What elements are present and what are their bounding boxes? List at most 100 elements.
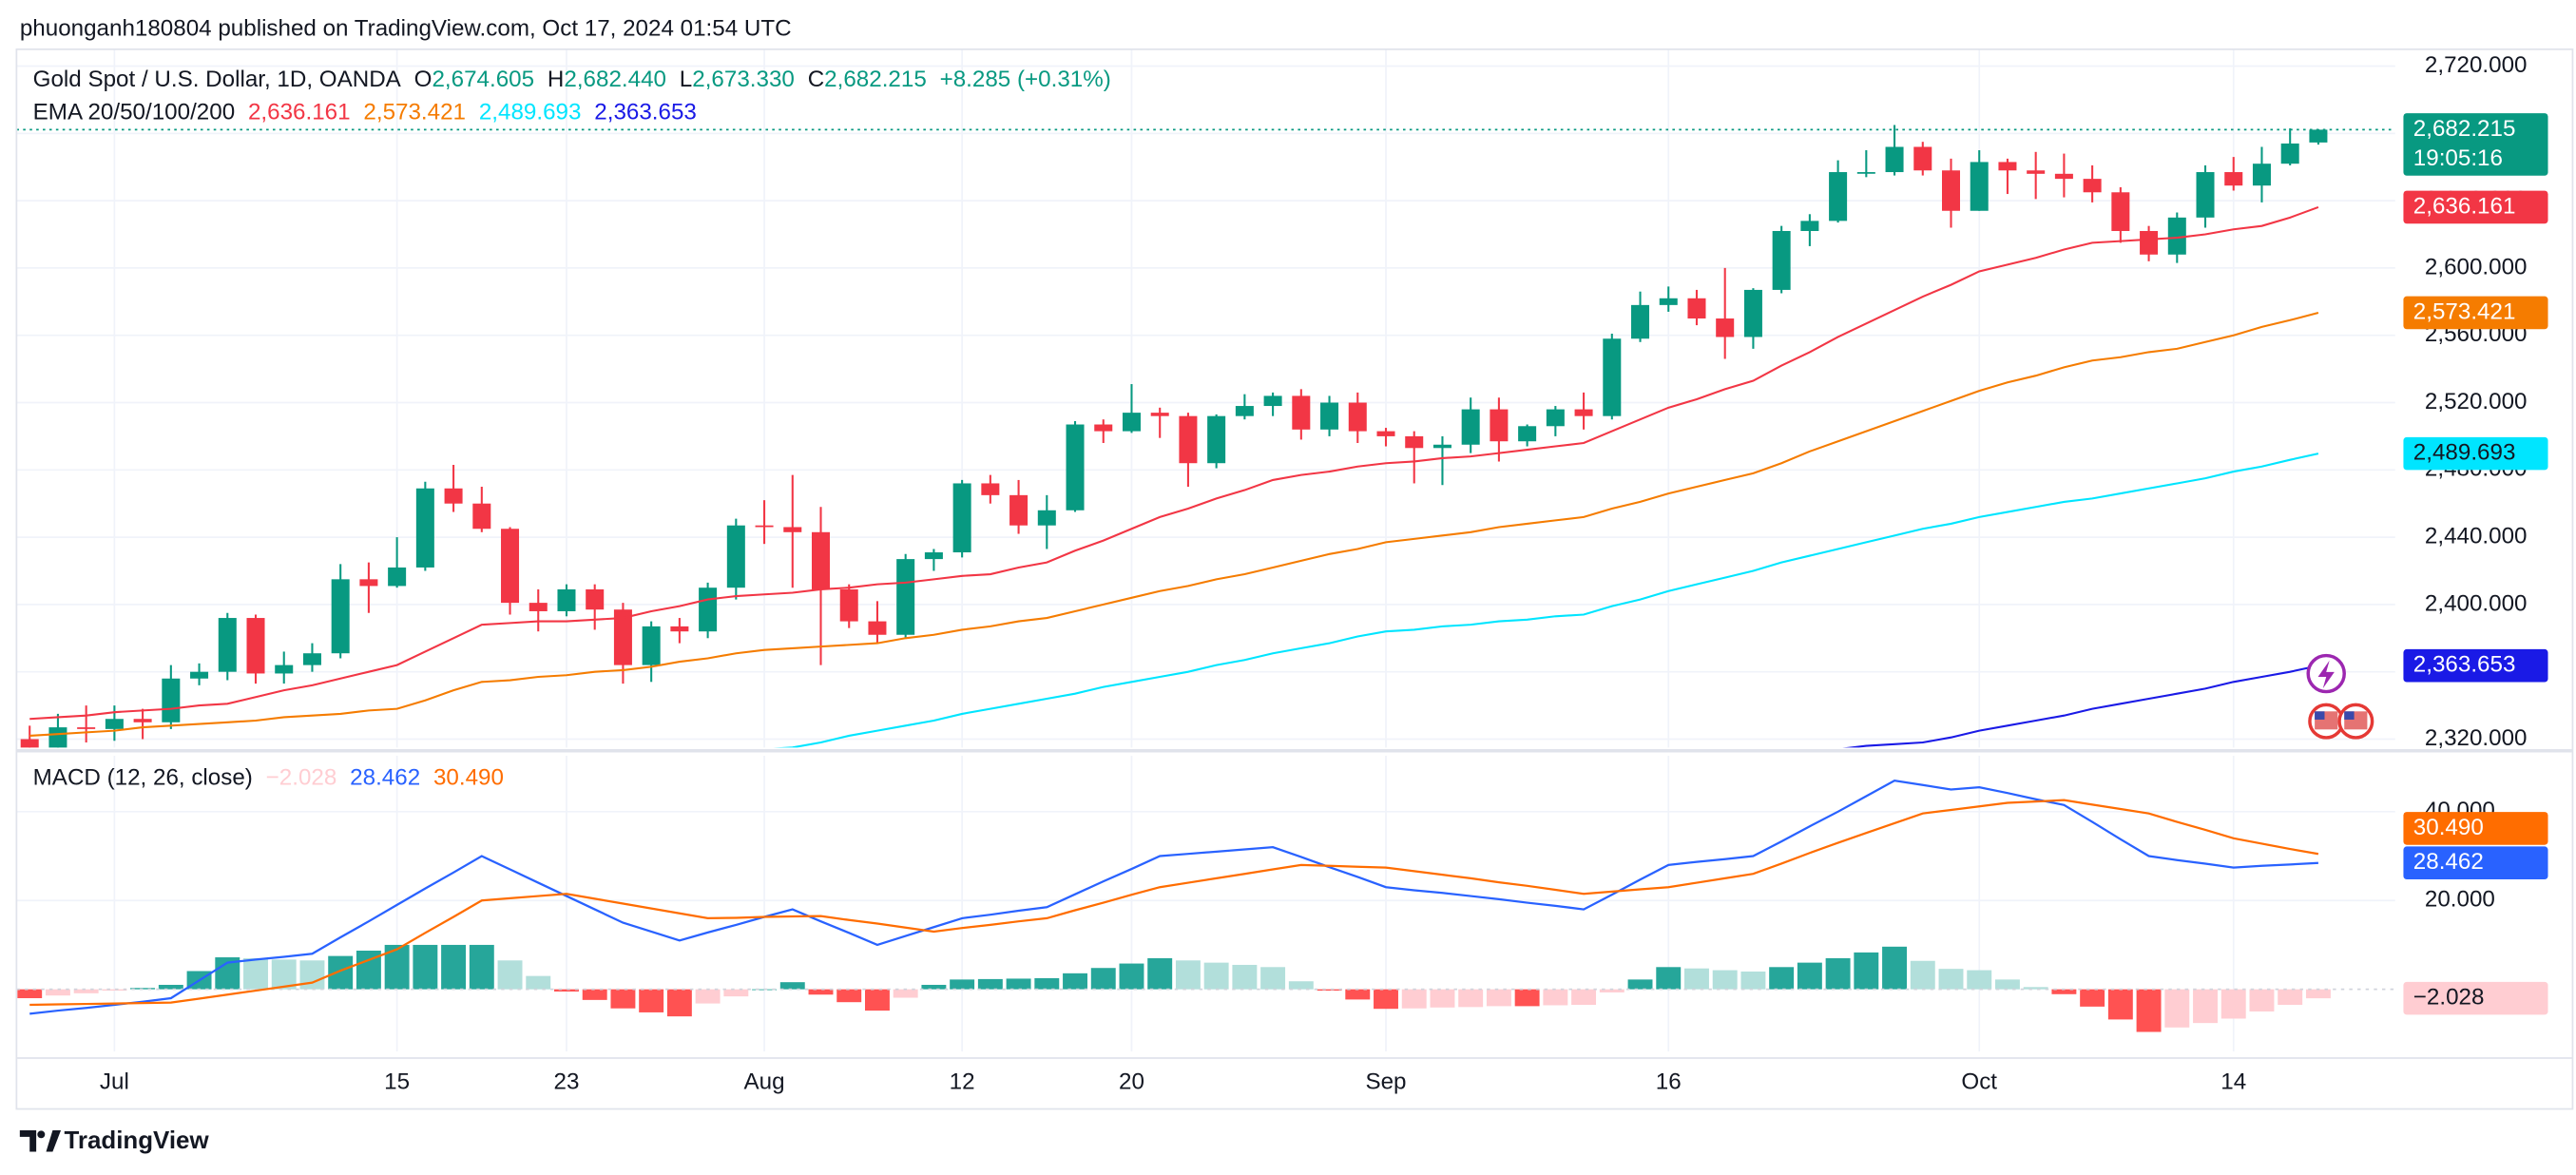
- histogram-bar: [1684, 968, 1709, 990]
- candle-body: [1772, 230, 1791, 290]
- candle-body: [1207, 415, 1226, 464]
- histogram-bar: [1203, 962, 1229, 990]
- labels: Jul1523Aug1220Sep16Oct142,320.0002,360.0…: [33, 52, 2548, 1094]
- candle-body: [190, 671, 209, 679]
- indicator-value: 30.490: [433, 765, 504, 791]
- histogram-bar: [779, 982, 805, 990]
- histogram-bar: [977, 978, 1003, 990]
- x-tick-label: Oct: [1961, 1069, 1997, 1094]
- candle-body: [2196, 172, 2215, 218]
- histogram-bar: [1599, 989, 1624, 992]
- histogram-bar: [864, 989, 890, 1011]
- histogram-bar: [1063, 973, 1087, 990]
- candle-body: [1122, 413, 1141, 432]
- flag-canton: [2344, 711, 2355, 720]
- price-scale-label: 2,573.421: [2413, 299, 2516, 324]
- candle-body: [20, 739, 39, 748]
- histogram-bar: [1260, 967, 1286, 990]
- candle-body: [2140, 230, 2159, 255]
- candle-body: [302, 653, 321, 665]
- histogram-bar: [2051, 989, 2077, 994]
- candle-body: [1179, 415, 1198, 464]
- y-tick-label: 2,520.000: [2425, 389, 2528, 414]
- ema-line: [29, 205, 2319, 721]
- histogram-bar: [695, 989, 721, 1004]
- histogram-bar: [554, 989, 579, 992]
- candle-body: [1998, 162, 2017, 171]
- histogram-bar: [1345, 989, 1371, 1000]
- y-tick-label: 2,600.000: [2425, 254, 2528, 279]
- candle-body: [2252, 164, 2271, 186]
- x-tick-label: 20: [1119, 1069, 1144, 1094]
- y-tick-label: 2,720.000: [2425, 52, 2528, 78]
- histogram-bar: [2164, 989, 2190, 1028]
- symbol-title: Gold Spot / U.S. Dollar, 1D, OANDA: [33, 67, 402, 92]
- indicator-line: [29, 799, 2319, 1007]
- histogram-bar: [1486, 989, 1511, 1007]
- histogram-bar: [2249, 989, 2275, 1012]
- candle-body: [1009, 494, 1028, 526]
- histogram-bar: [102, 989, 127, 992]
- countdown-label: 19:05:16: [2413, 145, 2503, 171]
- candle-body: [699, 588, 718, 632]
- histogram-bar: [1797, 962, 1822, 990]
- y-tick-label: 2,320.000: [2425, 725, 2528, 751]
- x-tick-label: 12: [950, 1069, 975, 1094]
- x-tick-label: 14: [2220, 1069, 2246, 1094]
- ema-value: 2,363.653: [594, 100, 697, 125]
- ohlc-key: C: [808, 67, 824, 92]
- histogram-bar: [1967, 970, 1992, 990]
- macd-pane: [16, 779, 2395, 1032]
- ohlc-value: 2,674.605: [432, 67, 534, 92]
- histogram-bar: [1430, 989, 1455, 1008]
- candle-body: [1066, 424, 1085, 510]
- histogram-bar: [1175, 960, 1201, 990]
- histogram-bar: [893, 989, 918, 998]
- brand-name: TradingView: [65, 1127, 210, 1154]
- candle-body: [586, 588, 605, 610]
- x-tick-label: 16: [1656, 1069, 1682, 1094]
- histogram-bar: [1740, 971, 1766, 990]
- x-tick-label: Sep: [1365, 1069, 1406, 1094]
- ohlc-key: O: [414, 67, 433, 92]
- price-scale-label-box: [2403, 812, 2548, 845]
- ema-line: [776, 453, 2319, 748]
- candle-body: [2280, 143, 2299, 164]
- price-scale-label: 2,489.693: [2413, 440, 2516, 466]
- candle-body: [557, 588, 576, 611]
- histogram-bar: [1882, 946, 1908, 990]
- candle-body: [2083, 179, 2102, 193]
- ema-line: [1843, 665, 2319, 748]
- candle-body: [1941, 170, 1961, 211]
- candle-body: [839, 588, 858, 622]
- candle-body: [77, 727, 96, 729]
- histogram-bar: [1006, 978, 1031, 990]
- candle-body: [2027, 170, 2046, 174]
- histogram-bar: [2107, 989, 2133, 1020]
- histogram-bar: [836, 989, 862, 1003]
- histogram-bar: [1034, 977, 1060, 990]
- price-scale-label-box: [2403, 981, 2548, 1015]
- histogram-bar: [1543, 989, 1568, 1006]
- histogram-bar: [1656, 967, 1682, 990]
- candle-body: [2309, 129, 2328, 143]
- histogram-bar: [2305, 989, 2331, 999]
- histogram-bar: [1374, 989, 1398, 1010]
- histogram-bar: [1627, 979, 1653, 990]
- candle-body: [444, 488, 463, 504]
- x-tick-label: Aug: [744, 1069, 785, 1094]
- histogram-bar: [2023, 987, 2048, 990]
- candle-body: [1461, 409, 1480, 445]
- histogram-bar: [1994, 979, 2020, 990]
- candle-body: [726, 525, 745, 588]
- candle-body: [1405, 435, 1424, 449]
- ohlc-value: 2,682.440: [564, 67, 666, 92]
- candle-body: [1631, 304, 1650, 339]
- x-tick-label: 15: [384, 1069, 410, 1094]
- histogram-bar: [582, 989, 607, 1000]
- candle-body: [1320, 402, 1339, 430]
- histogram-bar: [1147, 957, 1173, 990]
- candle-body: [1574, 409, 1593, 416]
- histogram-bar: [2278, 989, 2303, 1005]
